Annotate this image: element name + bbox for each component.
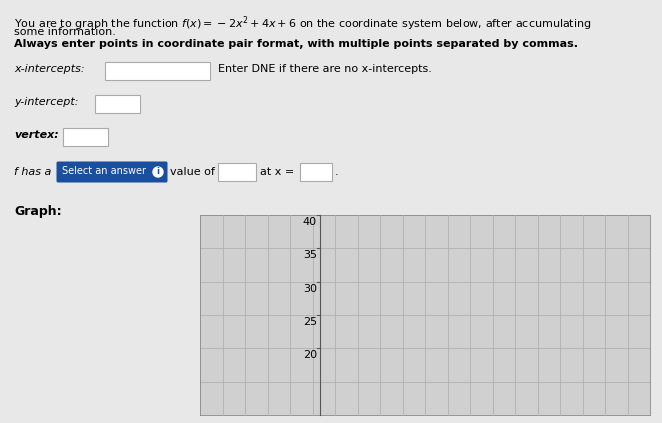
Text: Always enter points in coordinate pair format, with multiple points separated by: Always enter points in coordinate pair f… bbox=[14, 39, 578, 49]
Bar bbox=[200, 215, 650, 415]
Bar bbox=[63, 128, 108, 146]
Text: y-intercept:: y-intercept: bbox=[14, 97, 79, 107]
Bar bbox=[218, 163, 256, 181]
Text: 25: 25 bbox=[303, 317, 317, 327]
Text: 20: 20 bbox=[303, 350, 317, 360]
Text: at x =: at x = bbox=[260, 167, 294, 177]
Text: x-intercepts:: x-intercepts: bbox=[14, 64, 85, 74]
Text: f has a: f has a bbox=[14, 167, 52, 177]
Circle shape bbox=[153, 167, 163, 177]
Text: Select an answer: Select an answer bbox=[62, 166, 146, 176]
Bar bbox=[95, 95, 140, 113]
Text: i: i bbox=[156, 168, 160, 176]
Text: .: . bbox=[335, 167, 339, 177]
FancyBboxPatch shape bbox=[56, 162, 167, 182]
Text: Enter DNE if there are no x-intercepts.: Enter DNE if there are no x-intercepts. bbox=[218, 64, 432, 74]
Text: 40: 40 bbox=[303, 217, 317, 227]
Text: vertex:: vertex: bbox=[14, 130, 59, 140]
Bar bbox=[105, 62, 210, 80]
Text: 30: 30 bbox=[303, 284, 317, 294]
Text: Graph:: Graph: bbox=[14, 205, 62, 218]
Text: You are to graph the function $f(x) = -2x^2 + 4x + 6$ on the coordinate system b: You are to graph the function $f(x) = -2… bbox=[14, 14, 592, 33]
Text: some information.: some information. bbox=[14, 27, 116, 37]
Text: 35: 35 bbox=[303, 250, 317, 260]
Bar bbox=[300, 163, 332, 181]
Text: value of: value of bbox=[170, 167, 215, 177]
